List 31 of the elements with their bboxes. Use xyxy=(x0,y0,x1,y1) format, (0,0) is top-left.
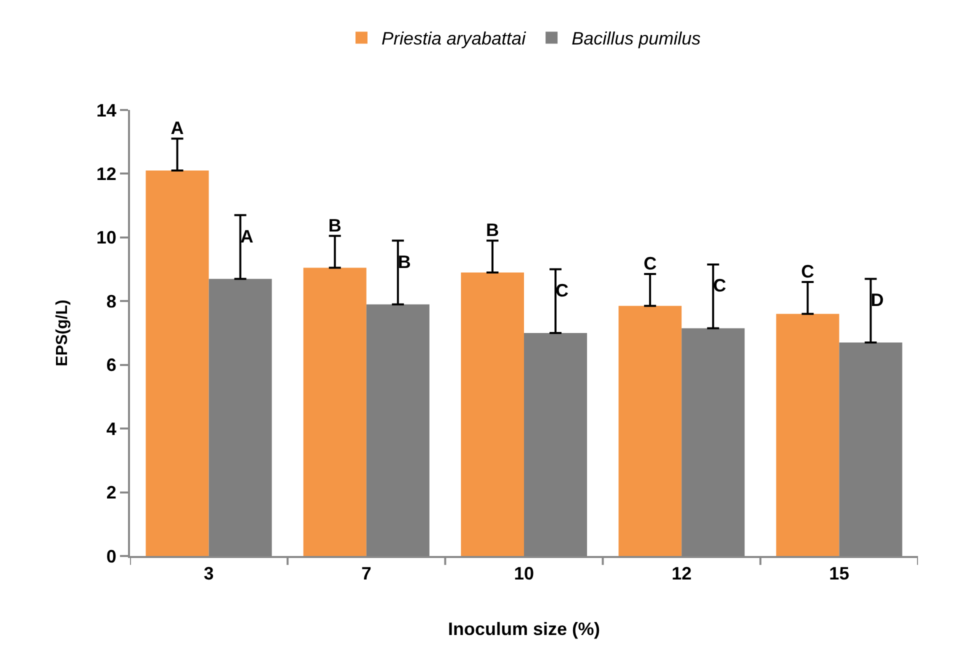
y-tick-label: 14 xyxy=(96,100,116,120)
data-label: A xyxy=(170,118,184,138)
data-label: C xyxy=(644,254,657,274)
data-label: B xyxy=(328,215,342,236)
legend-label: Priestia aryabattai xyxy=(382,28,527,49)
y-tick-label: 2 xyxy=(106,482,116,503)
data-label: C xyxy=(713,276,726,296)
bar xyxy=(776,314,840,556)
x-tick-label: 12 xyxy=(672,564,692,584)
bar xyxy=(146,170,209,556)
x-tick-label: 10 xyxy=(514,564,534,584)
y-tick-label: 10 xyxy=(96,228,116,248)
y-tick-label: 4 xyxy=(106,418,116,439)
data-label: B xyxy=(398,252,411,272)
y-tick-label: 8 xyxy=(106,291,116,312)
legend-label: Bacillus pumilus xyxy=(572,28,701,49)
x-tick-label: 3 xyxy=(204,564,214,584)
data-label: D xyxy=(870,290,884,310)
y-axis-title: EPS(g/L) xyxy=(54,300,71,366)
data-label: C xyxy=(556,280,569,300)
data-label: B xyxy=(486,220,499,240)
data-label: C xyxy=(801,262,814,282)
bar xyxy=(303,268,366,556)
bar xyxy=(618,306,682,556)
y-tick-label: 12 xyxy=(96,164,116,184)
x-tick-label: 7 xyxy=(361,564,372,584)
y-tick-label: 0 xyxy=(106,546,116,566)
y-tick-label: 6 xyxy=(106,355,116,376)
x-axis-title: Inoculum size (%) xyxy=(448,619,600,640)
bar xyxy=(460,272,524,556)
x-tick-label: 15 xyxy=(829,564,850,584)
